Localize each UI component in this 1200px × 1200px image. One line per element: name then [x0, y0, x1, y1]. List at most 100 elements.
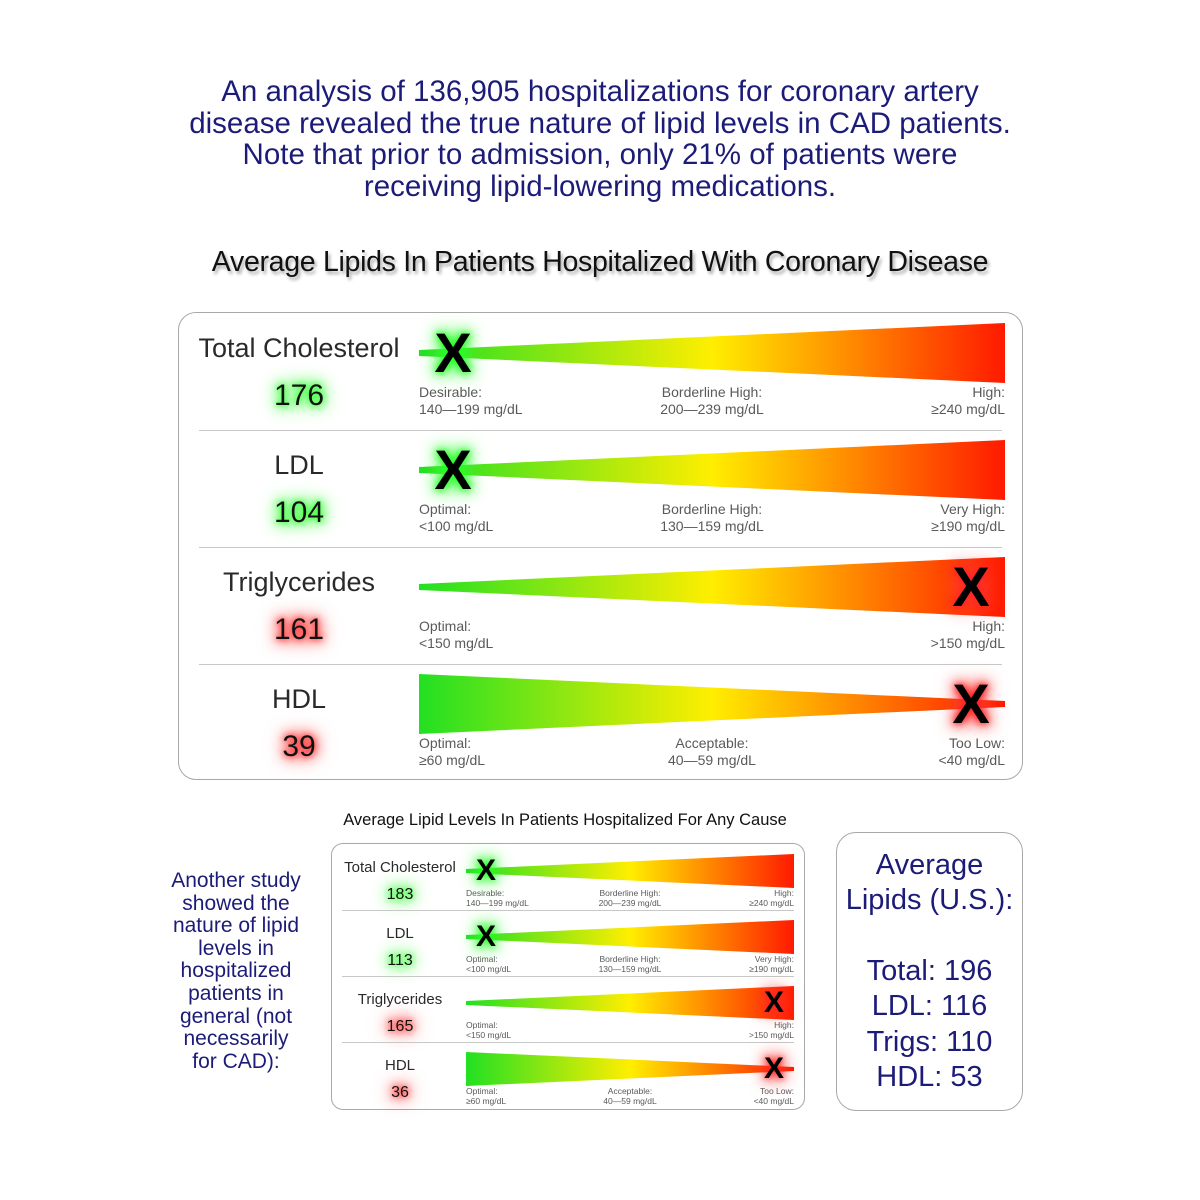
lipid-row-triglycerides: Triglycerides 165 Optimal: <150 mg/dL High: >… [332, 976, 804, 1042]
zone-label-title: Optimal: [419, 618, 472, 634]
lipid-name: LDL [386, 925, 414, 942]
lipid-name: Triglycerides [222, 567, 376, 597]
zone-label-title: Too Low: [948, 735, 1005, 751]
zone-label-title: Desirable: [466, 888, 505, 898]
zone-label-range: >150 mg/dL [930, 635, 1005, 651]
zone-label-range: ≥240 mg/dL [749, 898, 794, 908]
us-average-heading: Average [875, 849, 984, 881]
lipid-name: Triglycerides [357, 991, 443, 1008]
zone-label: Very High: ≥190 mg/dL [674, 954, 794, 974]
zone-label: Optimal: <100 mg/dL [466, 954, 586, 974]
zone-label-title: Optimal: [466, 954, 498, 964]
zone-label-range: <40 mg/dL [938, 752, 1005, 768]
gradient-wedge [466, 986, 794, 1020]
lipid-row-total-cholesterol: Total Cholesterol 183 Desirable: 140—199 mg… [332, 844, 804, 910]
intro-line: receiving lipid-lowering medications. [363, 169, 837, 203]
level-marker-x: X [434, 321, 472, 384]
level-marker-x: X [952, 555, 990, 618]
intro-paragraph: An analysis of 136,905 hospitalizations … [100, 76, 1100, 202]
row-divider [342, 910, 794, 911]
gradient-wedge-shape [419, 323, 1005, 383]
lipid-row-total-cholesterol: Total Cholesterol 176 Desirable: 140—199 mg… [179, 313, 1022, 430]
zone-label: Acceptable: 40—59 mg/dL [612, 735, 812, 769]
lipid-value: 165 [386, 1018, 414, 1035]
level-marker-x: X [763, 986, 784, 1019]
zone-label-range: ≥60 mg/dL [419, 752, 486, 768]
zone-label-range: <100 mg/dL [419, 518, 494, 534]
zone-label-title: High: [972, 618, 1005, 634]
zone-label-range: <100 mg/dL [466, 964, 512, 974]
row-divider [199, 547, 1002, 548]
zone-label-range: 130—159 mg/dL [660, 518, 764, 534]
row-divider [199, 430, 1002, 431]
side-note-line: showed the [182, 891, 290, 915]
lipid-row-hdl: HDL 36 Optimal: ≥60 mg/dL Acceptable: 40—59 m… [332, 1042, 804, 1108]
us-average-total: Total: 196 [866, 955, 993, 987]
main-chart-title: Average Lipids In Patients Hospitalized … [211, 246, 989, 278]
zone-label: Optimal: <100 mg/dL [419, 501, 619, 535]
zone-label: High: >150 mg/dL [674, 1020, 794, 1040]
row-divider [342, 976, 794, 977]
level-marker-x: X [952, 672, 990, 735]
lipid-name: HDL [384, 1057, 415, 1074]
level-marker-x: X [475, 920, 496, 953]
zone-label-range: 40—59 mg/dL [603, 1096, 657, 1106]
zone-label-range: >150 mg/dL [748, 1030, 794, 1040]
gradient-wedge-shape [466, 1052, 794, 1086]
zone-label: Borderline High: 200—239 mg/dL [612, 384, 812, 418]
gradient-wedge-shape [466, 986, 794, 1020]
zone-label-title: Very High: [754, 954, 794, 964]
zone-label-title: Acceptable: [607, 1086, 653, 1096]
gradient-wedge-shape [466, 920, 794, 954]
zone-label-title: Acceptable: [675, 735, 749, 751]
zone-label-title: High: [774, 1020, 794, 1030]
zone-label: High: ≥240 mg/dL [805, 384, 1005, 418]
level-marker-x: X [475, 854, 496, 887]
lipid-name: Total Cholesterol [344, 859, 456, 876]
lipid-name: LDL [274, 450, 324, 480]
lipid-value: 36 [391, 1084, 409, 1101]
us-average-ldl: LDL: 116 [871, 990, 988, 1022]
zone-label-title: Optimal: [419, 735, 472, 751]
zone-label-title: Optimal: [466, 1086, 498, 1096]
zone-label: Optimal: ≥60 mg/dL [466, 1086, 586, 1106]
gradient-wedge [419, 557, 1005, 617]
zone-label-title: High: [972, 384, 1005, 400]
side-note-line: general (not [179, 1004, 293, 1028]
us-average-trigs: Trigs: 110 [866, 1026, 993, 1058]
gradient-wedge-shape [419, 440, 1005, 500]
zone-label-title: Very High: [940, 501, 1005, 517]
secondary-lipid-panel: Total Cholesterol 183 Desirable: 140—199 mg… [331, 843, 805, 1110]
side-note-line: nature of lipid [172, 914, 300, 938]
zone-label-title: Borderline High: [599, 888, 661, 898]
main-lipid-panel: Total Cholesterol 176 Desirable: 140—199 mg… [178, 312, 1023, 780]
side-note-line: for CAD): [192, 1049, 280, 1073]
zone-label: High: >150 mg/dL [805, 618, 1005, 652]
side-note: Another study showed the nature of lipid… [158, 869, 314, 1073]
zone-label: Too Low: <40 mg/dL [674, 1086, 794, 1106]
gradient-wedge [419, 440, 1005, 500]
us-average-heading: Lipids (U.S.): [845, 884, 1014, 916]
zone-label: Acceptable: 40—59 mg/dL [570, 1086, 690, 1106]
zone-label-title: Borderline High: [661, 501, 763, 517]
zone-label-range: <150 mg/dL [419, 635, 494, 651]
row-divider [342, 1042, 794, 1043]
zone-label: Optimal: ≥60 mg/dL [419, 735, 619, 769]
zone-label-title: Borderline High: [661, 384, 763, 400]
zone-label-title: Too Low: [759, 1086, 794, 1096]
zone-label: Optimal: <150 mg/dL [466, 1020, 586, 1040]
zone-label-range: 140—199 mg/dL [419, 401, 523, 417]
zone-label-title: Desirable: [419, 384, 483, 400]
zone-label-range: ≥60 mg/dL [466, 1096, 507, 1106]
zone-label-range: 40—59 mg/dL [668, 752, 756, 768]
gradient-wedge-shape [419, 557, 1005, 617]
zone-label-range: 140—199 mg/dL [466, 898, 529, 908]
zone-label-title: Optimal: [466, 1020, 498, 1030]
lipid-value: 183 [386, 886, 414, 903]
lipid-row-ldl: LDL 113 Optimal: <100 mg/dL Borderline High:… [332, 910, 804, 976]
lipid-name: HDL [271, 684, 326, 714]
side-note-line: hospitalized [180, 959, 292, 983]
zone-label: Optimal: <150 mg/dL [419, 618, 619, 652]
zone-label: Desirable: 140—199 mg/dL [466, 888, 586, 908]
lipid-row-ldl: LDL 104 Optimal: <100 mg/dL Borderline High:… [179, 430, 1022, 547]
